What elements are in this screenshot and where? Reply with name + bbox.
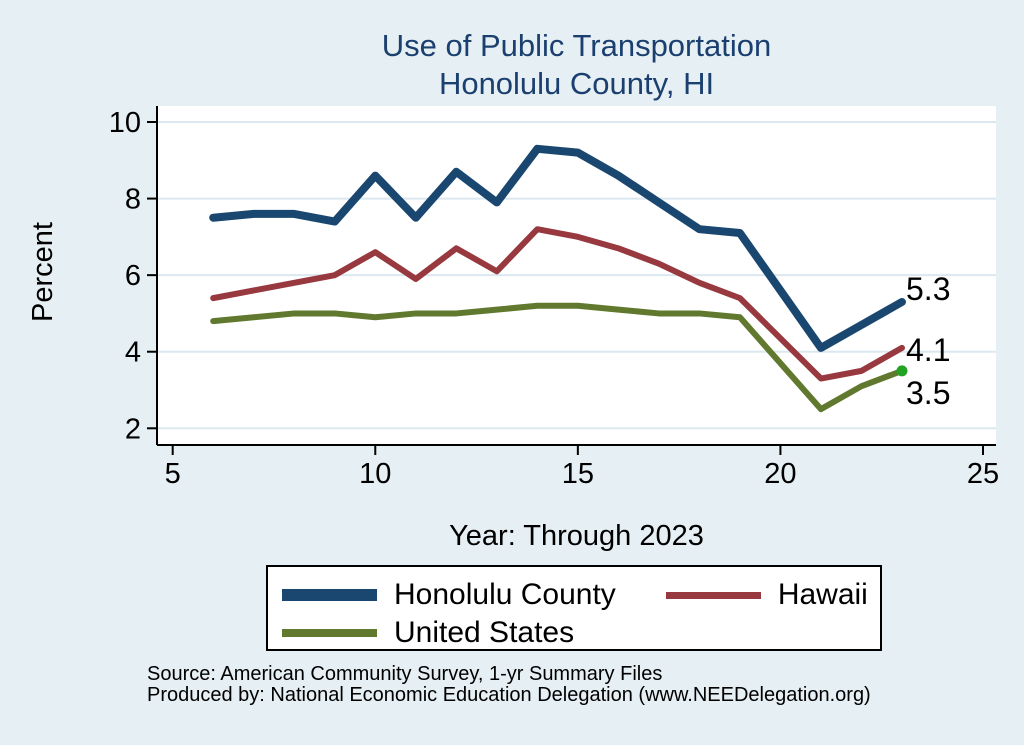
legend-item-hawaii: Hawaii: [665, 578, 868, 612]
legend-label-honolulu-county: Honolulu County: [394, 578, 616, 611]
end-point-marker-united-states: [896, 365, 908, 377]
source-note: Source: American Community Survey, 1-yr …: [147, 663, 663, 685]
y-tick-label-4: 4: [125, 337, 141, 369]
united-states-line-swatch: [282, 629, 377, 637]
y-tick-label-8: 8: [125, 184, 141, 216]
hawaii-line-swatch: [665, 591, 761, 599]
end-value-label-honolulu-county: 5.3: [906, 271, 950, 307]
series-line-united-states: [210, 302, 905, 413]
end-value-label-hawaii: 4.1: [906, 332, 950, 368]
x-tick-label-5: 5: [165, 458, 181, 490]
legend-row-1: Honolulu County Hawaii: [282, 576, 880, 614]
y-tick-label-2: 2: [125, 413, 141, 445]
end-value-label-united-states: 3.5: [906, 375, 950, 411]
series-line-hawaii: [210, 226, 905, 382]
footer-notes: Source: American Community Survey, 1-yr …: [147, 664, 871, 706]
legend-row-2: United States: [282, 614, 880, 652]
honolulu-county-line-swatch: [282, 589, 377, 601]
series-line-honolulu-county: [209, 144, 906, 352]
y-tick-label-10: 10: [109, 107, 141, 139]
chart-title: Use of Public Transportation Honolulu Co…: [157, 27, 996, 103]
y-tick-label-6: 6: [125, 260, 141, 292]
legend-label-hawaii: Hawaii: [777, 578, 868, 611]
y-axis-title: Percent: [27, 222, 59, 322]
x-tick-label-25: 25: [967, 458, 999, 490]
x-tick-label-15: 15: [562, 458, 594, 490]
legend-item-united-states: United States: [282, 616, 574, 650]
legend-label-united-states: United States: [394, 616, 575, 649]
x-tick-label-10: 10: [359, 458, 391, 490]
legend: Honolulu County Hawaii United States: [266, 565, 882, 651]
chart-title-line2: Honolulu County, HI: [438, 66, 715, 101]
x-axis-title: Year: Through 2023: [449, 520, 704, 552]
x-tick-label-20: 20: [764, 458, 796, 490]
legend-item-honolulu-county: Honolulu County: [282, 578, 616, 612]
chart-title-line1: Use of Public Transportation: [381, 28, 772, 63]
produced-by-note: Produced by: National Economic Education…: [147, 684, 871, 706]
